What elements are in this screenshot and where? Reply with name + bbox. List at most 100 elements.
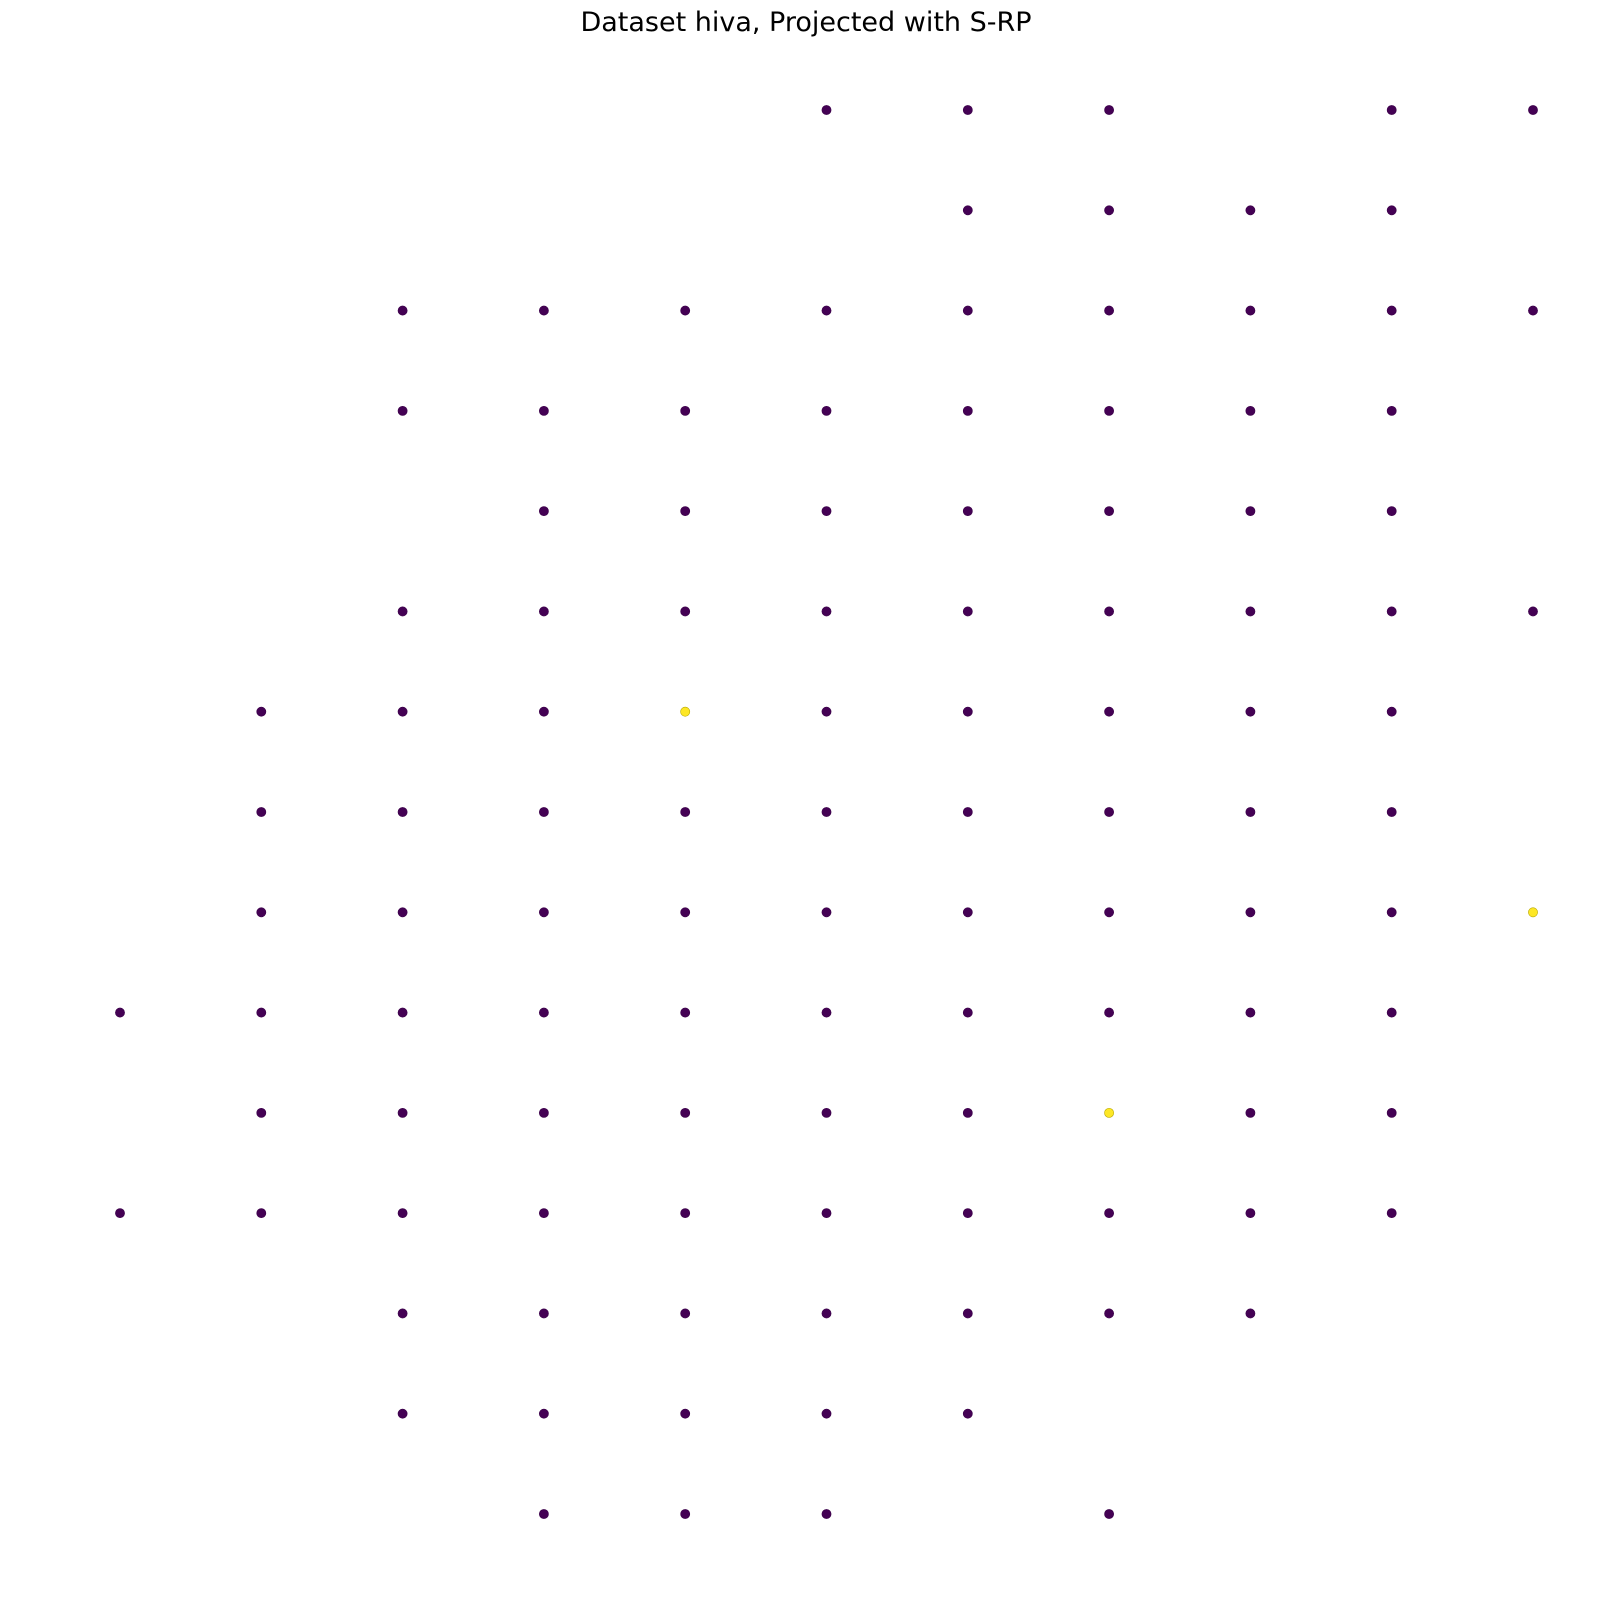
scatter-point-class0-102 [1245, 1308, 1256, 1319]
scatter-point-class0-61 [539, 907, 549, 918]
scatter-point-class0-67 [1386, 907, 1397, 918]
scatter-point-class0-49 [1386, 706, 1397, 717]
scatter-point-class0-39 [1245, 606, 1256, 617]
scatter-point-class0-27 [680, 506, 691, 517]
scatter-point-class0-40 [1386, 606, 1397, 617]
scatter-point-class0-47 [1104, 706, 1114, 717]
chart-title: Dataset hiva, Projected with S-RP [580, 7, 1032, 38]
scatter-point-class0-98 [680, 1308, 691, 1319]
scatter-point-class0-53 [680, 807, 691, 817]
scatter-point-class0-82 [821, 1107, 832, 1118]
scatter-point-class0-6 [1104, 205, 1114, 216]
scatter-point-class0-44 [539, 706, 549, 717]
scatter-point-class0-45 [821, 706, 832, 717]
scatter-point-class0-48 [1245, 706, 1256, 717]
scatter-point-class0-12 [821, 305, 832, 316]
scatter-point-class0-77 [1386, 1007, 1397, 1018]
scatter-point-class0-100 [962, 1308, 973, 1319]
scatter-point-class0-16 [1386, 305, 1397, 316]
scatter-point-class0-97 [539, 1308, 549, 1319]
scatter-point-class0-36 [821, 606, 832, 617]
scatter-point-class0-104 [539, 1408, 549, 1419]
scatter-point-class0-46 [962, 706, 973, 717]
scatter-point-class0-63 [821, 907, 832, 918]
scatter-point-class0-109 [680, 1509, 691, 1519]
scatter-point-class0-33 [397, 606, 408, 617]
scatter-point-class0-79 [397, 1107, 408, 1118]
scatter-point-class0-13 [962, 305, 973, 316]
scatter-point-class0-88 [397, 1208, 408, 1219]
scatter-point-class0-42 [256, 706, 267, 717]
scatter-point-class0-20 [680, 405, 691, 416]
scatter-point-class0-5 [962, 205, 973, 216]
scatter-point-class0-32 [1386, 506, 1397, 517]
scatter-point-class0-14 [1104, 305, 1114, 316]
scatter-point-class0-41 [1528, 606, 1538, 617]
scatter-point-class0-58 [1386, 807, 1397, 817]
scatter-point-class0-103 [397, 1408, 408, 1419]
scatter-point-class0-25 [1386, 405, 1397, 416]
scatter-point-class0-108 [539, 1509, 549, 1519]
scatter-point-class0-31 [1245, 506, 1256, 517]
scatter-point-class0-4 [1528, 105, 1538, 115]
scatter-point-class0-60 [397, 907, 408, 918]
scatter-point-class0-75 [1104, 1007, 1114, 1018]
scatter-point-class0-34 [539, 606, 549, 617]
scatter-point-class0-7 [1245, 205, 1256, 216]
scatter-point-class0-23 [1104, 405, 1114, 416]
scatter-point-class0-17 [1528, 305, 1538, 316]
scatter-point-class0-62 [680, 907, 691, 918]
scatter-point-class0-81 [680, 1107, 691, 1118]
scatter-point-class1-0 [680, 706, 691, 717]
scatter-point-class0-83 [962, 1107, 973, 1118]
scatter-point-class0-106 [821, 1408, 832, 1419]
scatter-point-class0-11 [680, 305, 691, 316]
scatter-point-class0-76 [1245, 1007, 1256, 1018]
scatter-point-class0-107 [962, 1408, 973, 1419]
scatter-point-class0-101 [1104, 1308, 1114, 1319]
scatter-point-class0-15 [1245, 305, 1256, 316]
scatter-point-class0-37 [962, 606, 973, 617]
scatter-point-class0-111 [1104, 1509, 1114, 1519]
scatter-point-class0-52 [539, 807, 549, 817]
scatter-point-class0-93 [1104, 1208, 1114, 1219]
scatter-point-class0-71 [539, 1007, 549, 1018]
scatter-point-class0-74 [962, 1007, 973, 1018]
scatter-point-class0-43 [397, 706, 408, 717]
scatter-point-class0-110 [821, 1509, 832, 1519]
scatter-point-class0-89 [539, 1208, 549, 1219]
scatter-point-class0-95 [1386, 1208, 1397, 1219]
scatter-point-class0-66 [1245, 907, 1256, 918]
scatter-point-class0-87 [256, 1208, 267, 1219]
scatter-point-class0-78 [256, 1107, 267, 1118]
scatter-point-class0-55 [962, 807, 973, 817]
scatter-point-class0-90 [680, 1208, 691, 1219]
scatter-point-class0-26 [539, 506, 549, 517]
scatter-point-class0-28 [821, 506, 832, 517]
scatter-point-class0-35 [680, 606, 691, 617]
scatter-point-class0-10 [539, 305, 549, 316]
scatter-point-class0-8 [1386, 205, 1397, 216]
scatter-point-class0-72 [680, 1007, 691, 1018]
scatter-point-class0-30 [1104, 506, 1114, 517]
scatter-point-class0-3 [1386, 105, 1397, 115]
scatter-point-class0-85 [1386, 1107, 1397, 1118]
scatter-point-class0-1 [962, 105, 973, 115]
scatter-point-class0-2 [1104, 105, 1114, 115]
scatter-point-class1-2 [1104, 1107, 1114, 1118]
scatter-point-class0-86 [115, 1208, 125, 1219]
scatter-point-class1-1 [1528, 907, 1538, 918]
scatter-point-class0-64 [962, 907, 973, 918]
scatter-point-class0-91 [821, 1208, 832, 1219]
scatter-point-class0-94 [1245, 1208, 1256, 1219]
scatter-point-class0-99 [821, 1308, 832, 1319]
scatter-point-class0-80 [539, 1107, 549, 1118]
scatter-point-class0-70 [397, 1007, 408, 1018]
scatter-point-class0-96 [397, 1308, 408, 1319]
scatter-point-class0-68 [115, 1007, 125, 1018]
scatter-point-class0-59 [256, 907, 267, 918]
scatter-point-class0-29 [962, 506, 973, 517]
scatter-point-class0-19 [539, 405, 549, 416]
scatter-point-class0-54 [821, 807, 832, 817]
